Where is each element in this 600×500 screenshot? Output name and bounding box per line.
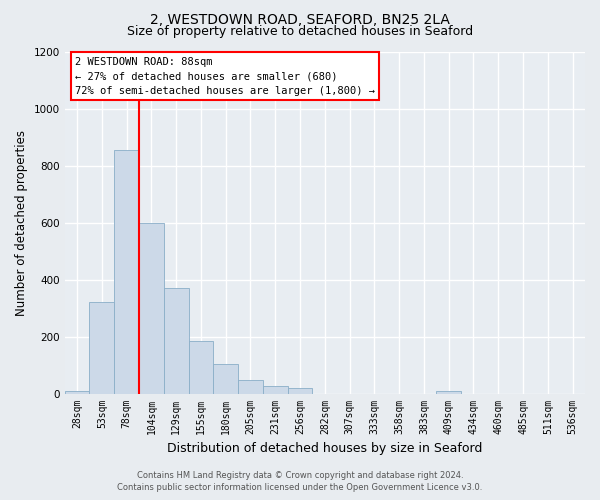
Bar: [238, 380, 263, 394]
Bar: [89, 302, 114, 394]
Bar: [188, 341, 214, 394]
Y-axis label: Number of detached properties: Number of detached properties: [15, 130, 28, 316]
Bar: [65, 390, 89, 394]
Bar: [287, 388, 313, 394]
Text: 2, WESTDOWN ROAD, SEAFORD, BN25 2LA: 2, WESTDOWN ROAD, SEAFORD, BN25 2LA: [150, 12, 450, 26]
Bar: [436, 390, 461, 394]
Bar: [214, 364, 238, 394]
Bar: [164, 288, 188, 394]
Bar: [139, 222, 164, 394]
X-axis label: Distribution of detached houses by size in Seaford: Distribution of detached houses by size …: [167, 442, 482, 455]
Bar: [263, 386, 287, 394]
Text: Size of property relative to detached houses in Seaford: Size of property relative to detached ho…: [127, 25, 473, 38]
Text: 2 WESTDOWN ROAD: 88sqm
← 27% of detached houses are smaller (680)
72% of semi-de: 2 WESTDOWN ROAD: 88sqm ← 27% of detached…: [75, 56, 375, 96]
Text: Contains HM Land Registry data © Crown copyright and database right 2024.
Contai: Contains HM Land Registry data © Crown c…: [118, 471, 482, 492]
Bar: [114, 150, 139, 394]
